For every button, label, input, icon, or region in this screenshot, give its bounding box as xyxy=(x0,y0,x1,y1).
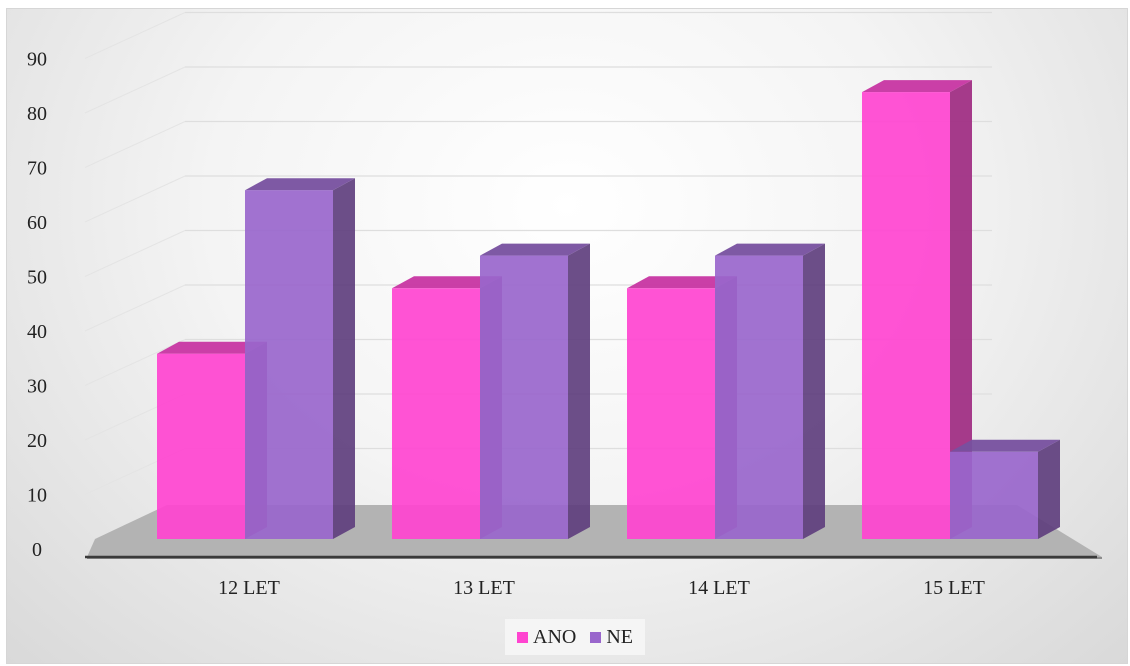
y-tick-label: 90 xyxy=(27,49,47,71)
bar-top xyxy=(715,243,825,256)
bar-ne xyxy=(480,255,568,539)
y-tick-label: 10 xyxy=(27,485,47,507)
y-tick-label: 80 xyxy=(27,103,47,125)
y-tick-label: 60 xyxy=(27,212,47,234)
legend: ANO NE xyxy=(505,619,646,655)
bar-ano xyxy=(392,288,480,539)
legend-item-ne: NE xyxy=(590,626,633,649)
bar-top xyxy=(627,276,737,289)
chart-plot: 0 10 20 30 40 50 60 70 80 90 12 LET 13 LET 14 LET 15 … xyxy=(27,11,1102,599)
gridline-diagonal xyxy=(84,230,186,277)
bar-side xyxy=(333,178,355,539)
category-label: 14 LET xyxy=(688,577,750,599)
y-tick-label: 30 xyxy=(27,376,47,398)
bar-side xyxy=(950,80,972,539)
legend-item-ano: ANO xyxy=(517,626,576,649)
bar-side xyxy=(1038,439,1060,539)
chart-area: 0 10 20 30 40 50 60 70 80 90 12 LET 13 LET 14 LET 15 … xyxy=(6,8,1128,664)
y-tick-label: 0 xyxy=(32,539,42,561)
bar-side xyxy=(803,243,825,539)
bar-ano xyxy=(627,288,715,539)
category-label: 15 LET xyxy=(923,577,985,599)
bar-top xyxy=(245,178,355,191)
bar-ano xyxy=(157,353,245,539)
bar-side xyxy=(568,243,590,539)
bar-top xyxy=(950,439,1060,452)
y-tick-label: 50 xyxy=(27,267,47,289)
legend-swatch-ano xyxy=(517,631,528,643)
legend-swatch-ne xyxy=(590,631,602,643)
category-label: 13 LET xyxy=(453,577,515,599)
gridline-diagonal xyxy=(84,12,186,59)
y-tick-label: 20 xyxy=(27,430,47,452)
gridline-diagonal xyxy=(84,284,186,332)
legend-label-ano: ANO xyxy=(533,625,577,648)
bar-ne xyxy=(950,451,1038,539)
gridline-diagonal xyxy=(84,121,186,168)
gridline-diagonal xyxy=(84,175,186,223)
bar-ne xyxy=(715,255,803,539)
bar-ano xyxy=(862,92,950,539)
legend-label-ne: NE xyxy=(606,625,634,648)
category-label: 12 LET xyxy=(218,577,280,599)
y-tick-label: 40 xyxy=(27,321,47,343)
bar-top xyxy=(862,80,972,93)
y-tick-label: 70 xyxy=(27,158,47,180)
gridline-diagonal xyxy=(84,66,186,114)
bar-ne xyxy=(245,190,333,539)
gridline-diagonal xyxy=(84,339,186,386)
bar-top xyxy=(480,243,590,256)
bar-top xyxy=(157,341,267,354)
bar-top xyxy=(392,276,502,289)
